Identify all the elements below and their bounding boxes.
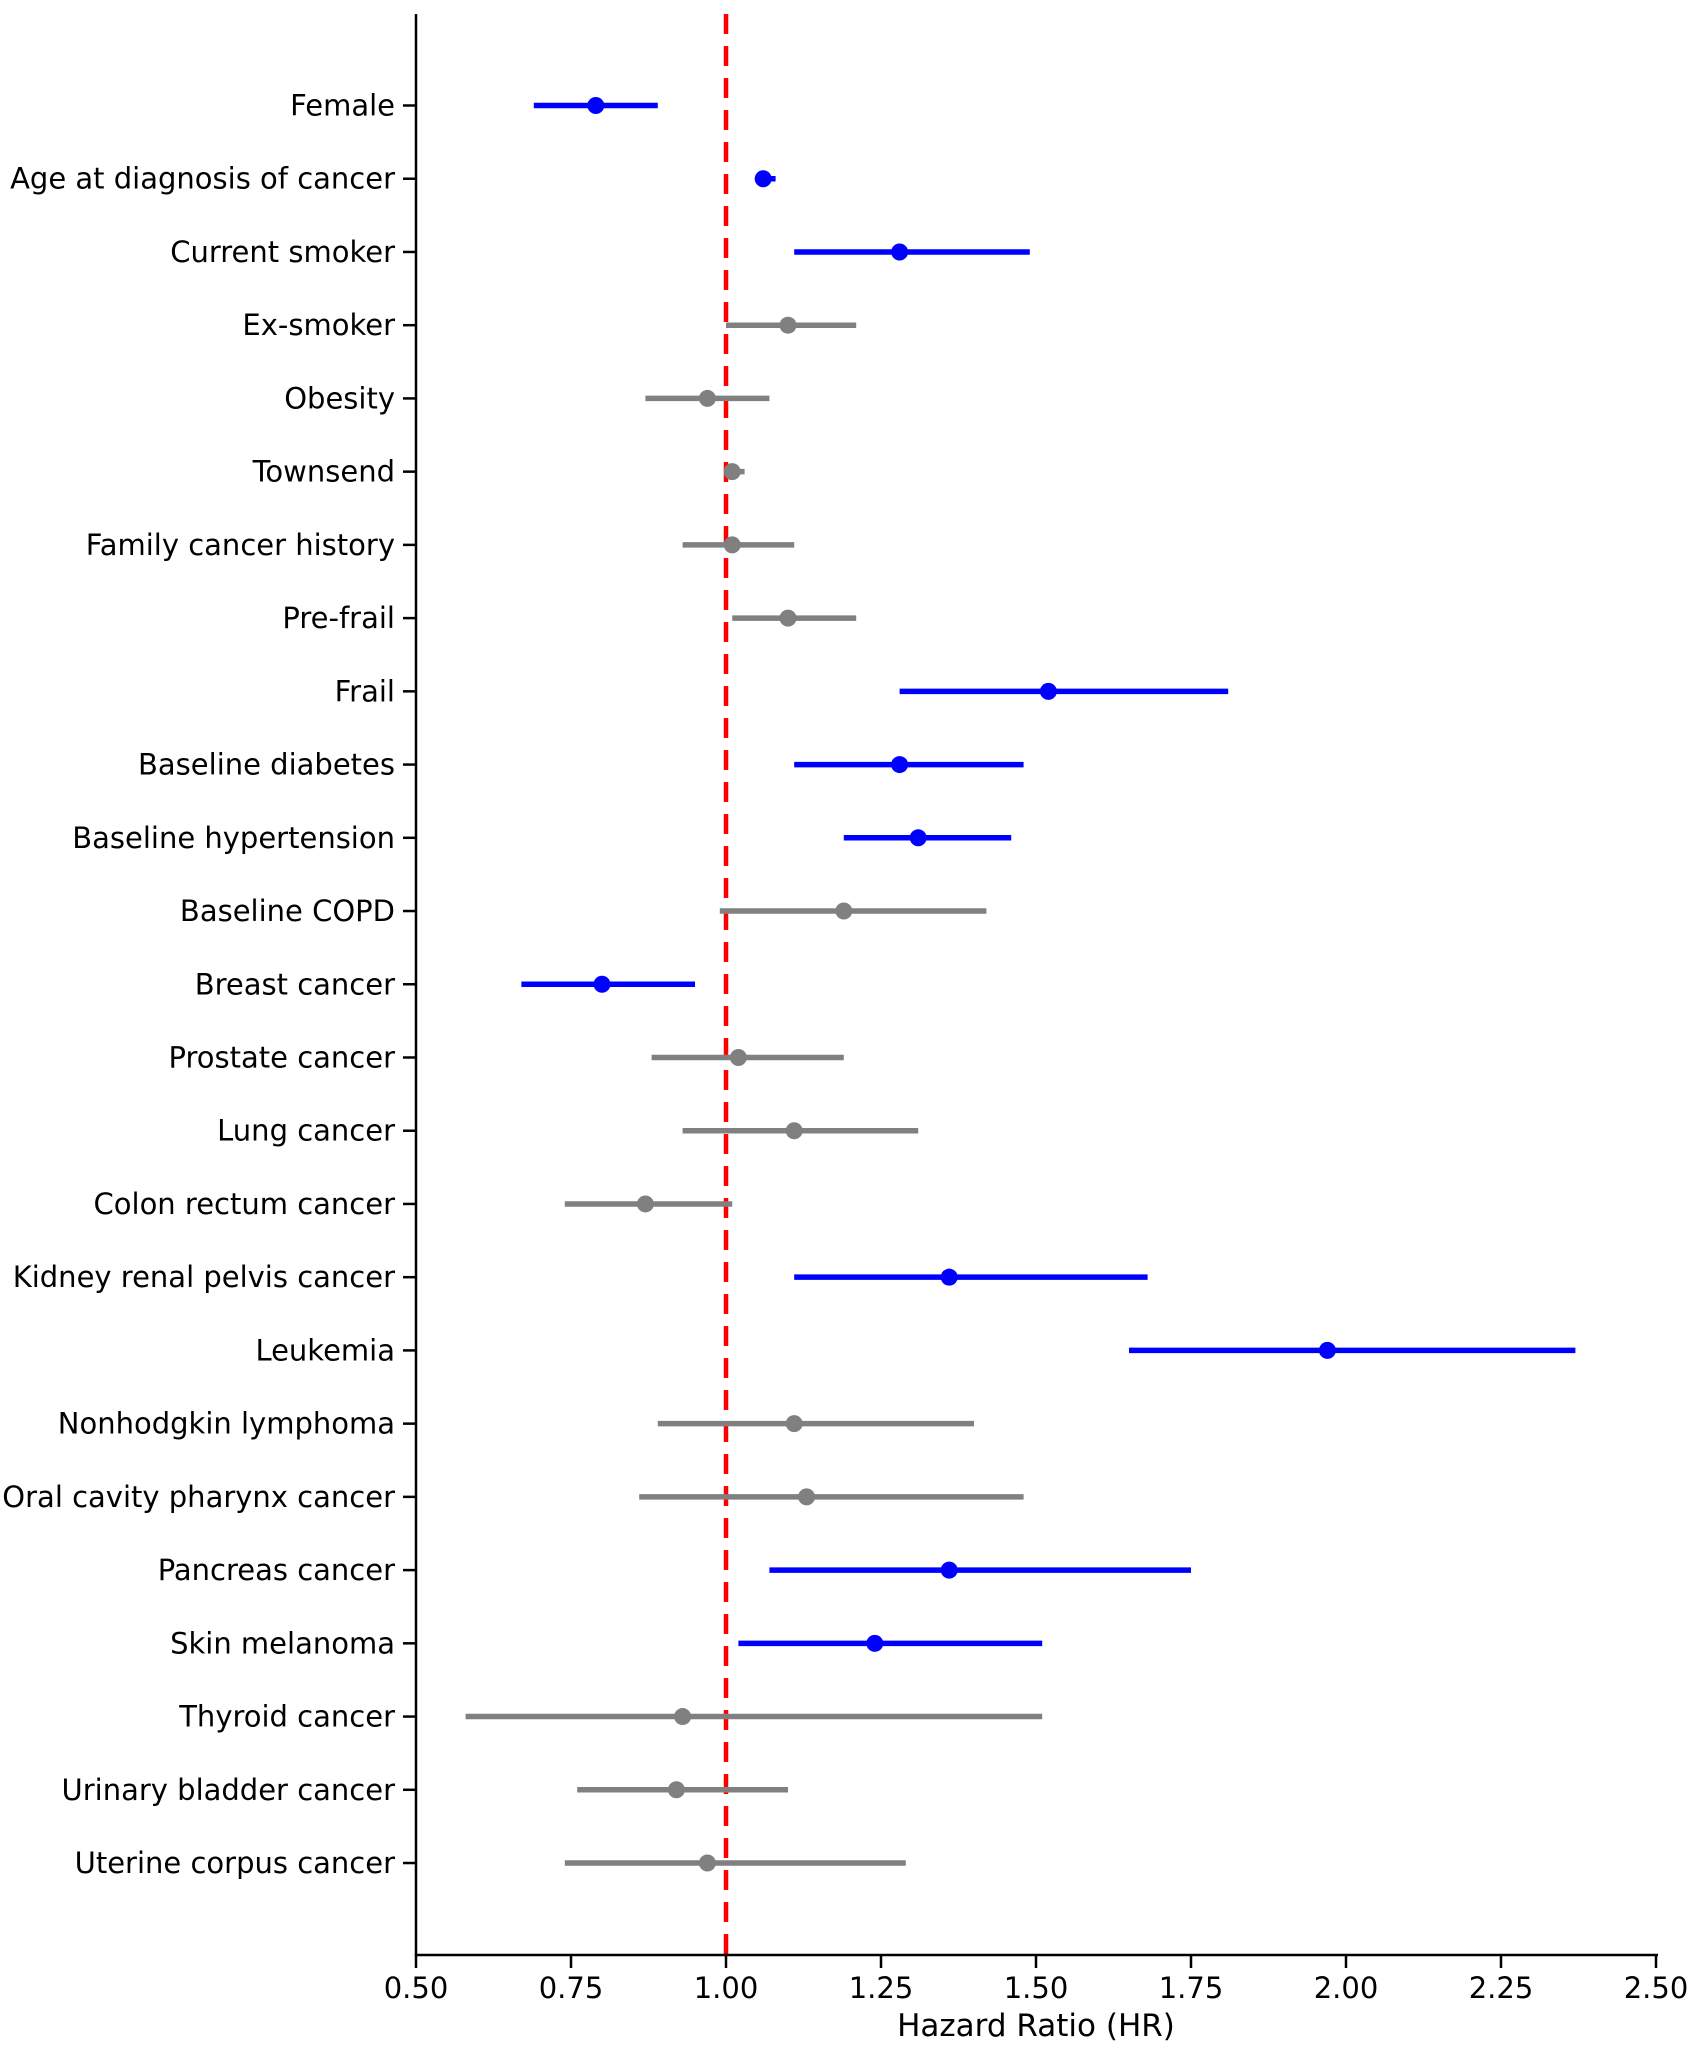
hr-point [723,463,741,481]
y-tick-label: Obesity [284,381,395,415]
y-tick-label: Kidney renal pelvis cancer [13,1260,395,1294]
hr-point [798,1488,816,1506]
x-tick-label: 0.75 [539,1971,604,2005]
hr-point [909,829,927,847]
forest-row [577,1781,788,1799]
y-tick-label: Pancreas cancer [158,1553,395,1587]
forest-row [899,682,1229,700]
x-tick-label: 0.50 [384,1971,449,2005]
y-tick-label: Baseline hypertension [72,821,395,855]
y-tick-label: Urinary bladder cancer [62,1773,396,1807]
hr-point [779,609,797,627]
y-tick-label: Leukemia [255,1333,395,1367]
forest-row [564,1195,733,1213]
forest-row [738,1634,1043,1652]
y-tick-label: Baseline diabetes [138,748,395,782]
forest-row [657,1415,974,1433]
axes-layer: Female Age at diagnosis of cancer Current … [2,14,1688,2005]
forest-row [843,829,1012,847]
y-tick-label: Uterine corpus cancer [75,1846,395,1880]
forest-row [754,170,776,188]
hr-point [723,536,741,554]
hr-point [729,1048,747,1066]
forest-row [639,1488,1024,1506]
forest-row [1129,1341,1576,1359]
forest-row [794,756,1024,774]
hr-point [891,243,909,261]
forest-row [794,1268,1148,1286]
hr-point [835,902,853,920]
forest-row [521,975,695,993]
forest-row [465,1708,1043,1726]
forest-row [682,1122,919,1140]
hr-point [593,975,611,993]
hr-point [698,389,716,407]
hr-point [1318,1341,1336,1359]
hr-point [779,316,797,334]
x-tick-label: 1.75 [1159,1971,1224,2005]
y-tick-label: Nonhodgkin lymphoma [58,1407,395,1441]
y-tick-label: Townsend [252,455,395,489]
hr-point [587,97,605,114]
y-tick-label: Colon rectum cancer [94,1187,396,1221]
forest-row [732,609,857,627]
data-layer [465,97,1576,1872]
y-tick-label: Pre-frail [282,601,395,635]
hr-point [636,1195,654,1213]
y-tick-label: Ex-smoker [242,308,395,342]
forest-row [769,1561,1191,1579]
y-tick-label: Breast cancer [195,967,395,1001]
hr-point [674,1708,692,1726]
hr-point [698,1854,716,1872]
hr-point [940,1561,958,1579]
forest-row [682,536,795,554]
x-tick-label: 1.50 [1004,1971,1069,2005]
x-tick-label: 1.25 [849,1971,914,2005]
forest-row [564,1854,906,1872]
y-tick-label: Lung cancer [217,1114,395,1148]
x-tick-label: 1.00 [694,1971,759,2005]
forest-row [726,316,857,334]
x-tick-label: 2.25 [1469,1971,1534,2005]
y-tick-label: Current smoker [170,235,395,269]
x-tick-label: 2.00 [1314,1971,1379,2005]
y-tick-label: Prostate cancer [169,1040,396,1074]
y-tick-label: Frail [335,674,395,708]
forest-row [651,1048,844,1066]
y-tick-label: Baseline COPD [180,894,395,928]
hr-point [891,756,909,774]
y-tick-label: Oral cavity pharynx cancer [2,1480,395,1514]
hr-point [667,1781,685,1799]
hr-point [754,170,772,188]
forest-row [645,389,770,407]
hr-point [866,1634,884,1652]
y-tick-label: Thyroid cancer [178,1700,395,1734]
hr-point [785,1122,803,1140]
y-tick-label: Family cancer history [86,528,395,562]
y-tick-label: Age at diagnosis of cancer [10,162,395,196]
x-axis-label: Hazard Ratio (HR) [897,2008,1175,2044]
hr-point [785,1415,803,1433]
forest-row [533,97,658,114]
forest-row [719,902,987,920]
x-tick-label: 2.50 [1624,1971,1689,2005]
forest-row [723,463,745,481]
y-tick-label: Female [290,89,395,123]
y-tick-label: Skin melanoma [170,1626,395,1660]
hr-point [1039,682,1057,700]
forest-row [794,243,1030,261]
hr-point [940,1268,958,1286]
